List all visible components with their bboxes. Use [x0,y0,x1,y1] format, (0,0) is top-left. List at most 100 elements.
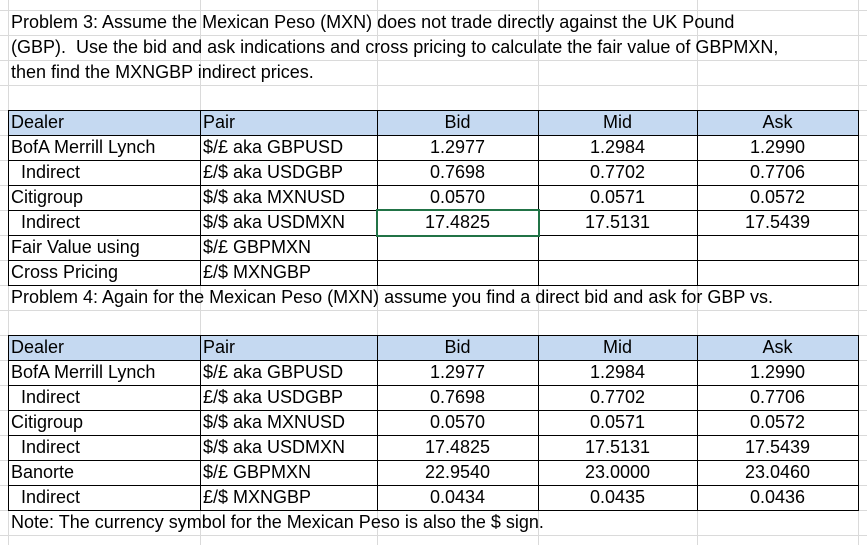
table-border [8,335,9,510]
cell-text: Pair [203,337,236,357]
cell-text: 17.4825 [424,212,491,232]
cell-text: 17.5439 [744,437,811,457]
grid-line [0,10,867,11]
cell-text: Indirect [11,212,81,232]
cell-text: £/$ aka USDGBP [203,162,344,182]
grid-line [0,85,867,86]
table-border [8,110,859,111]
table-border [8,510,859,511]
table-border [8,360,859,361]
cell-text: £/$ MXNGBP [203,487,312,507]
table-border [8,160,859,161]
cell-text: Problem 4: Again for the Mexican Peso (M… [11,287,774,307]
cell-text: 0.0572 [749,412,806,432]
cell-text: 22.9540 [424,462,491,482]
table-border [8,485,859,486]
cell-text: Mid [602,337,632,357]
cell-text: Citigroup [11,187,84,207]
table-border [8,135,859,136]
cell-text: Indirect [11,487,81,507]
header-fill [8,110,858,135]
table-border [538,110,539,285]
cell-text: 0.7706 [749,162,806,182]
table-border [8,435,859,436]
cell-text: $/$ aka USDMXN [203,437,346,457]
cell-text: Indirect [11,437,81,457]
cell-text: 0.0571 [589,187,646,207]
cell-text: 17.5131 [584,212,651,232]
table-border [377,335,378,510]
cell-text: 23.0000 [584,462,651,482]
table-border [8,185,859,186]
cell-text: 17.5131 [584,437,651,457]
table-border [8,260,859,261]
cell-text: Cross Pricing [11,262,119,282]
cell-text: $/£ aka GBPUSD [203,137,344,157]
cell-text: Banorte [11,462,75,482]
cell-text: $/$ aka MXNUSD [203,412,346,432]
cell-text: 1.2984 [589,137,646,157]
table-border [8,285,859,286]
cell-text: 0.7706 [749,387,806,407]
table-border [697,110,698,285]
cell-text: 0.0570 [429,412,486,432]
cell-text: $/£ GBPMXN [203,237,312,257]
header-fill [8,335,858,360]
cell-text: 0.0572 [749,187,806,207]
table-border [538,335,539,510]
cell-text: Dealer [11,112,65,132]
cell-text: 17.5439 [744,212,811,232]
cell-text: 17.4825 [424,437,491,457]
cell-text: Indirect [11,162,81,182]
cell-text: 0.0570 [429,187,486,207]
cell-text: 1.2977 [429,362,486,382]
cell-text: Dealer [11,337,65,357]
cell-text: $/£ aka GBPUSD [203,362,344,382]
cell-text: 1.2990 [749,137,806,157]
cell-text: Bid [444,112,471,132]
cell-text: $/$ aka MXNUSD [203,187,346,207]
cell-text: Pair [203,112,236,132]
cell-text: 1.2990 [749,362,806,382]
cell-text: Mid [602,112,632,132]
cell-text: 0.7698 [429,387,486,407]
cell-text: 0.0434 [429,487,486,507]
cell-text: £/$ aka USDGBP [203,387,344,407]
table-border [8,110,9,285]
table-border [200,110,201,285]
cell-text: Fair Value using [11,237,140,257]
cell-text: 1.2977 [429,137,486,157]
cell-text: Bid [444,337,471,357]
cell-text: £/$ MXNGBP [203,262,312,282]
cell-text: 0.0435 [589,487,646,507]
cell-text: Note: The currency symbol for the Mexica… [11,512,544,532]
cell-text: 0.7702 [589,162,646,182]
table-border [697,335,698,510]
table-border [8,410,859,411]
table-border [8,460,859,461]
grid-line [0,310,867,311]
table-border [858,335,859,510]
cell-text: BofA Merrill Lynch [11,362,156,382]
grid-line [0,60,867,61]
cell-text: 0.0571 [589,412,646,432]
cell-text: BofA Merrill Lynch [11,137,156,157]
cell-text: then find the MXNGBP indirect prices. [11,62,314,82]
cell-text: 23.0460 [744,462,811,482]
cell-text: 0.7698 [429,162,486,182]
cell-text: Ask [762,337,793,357]
cell-text: 0.7702 [589,387,646,407]
table-border [377,110,378,285]
cell-text: (GBP). Use the bid and ask indications a… [11,37,779,57]
table-border [8,385,859,386]
grid-line [0,535,867,536]
cell-text: $/$ aka USDMXN [203,212,346,232]
cell-text: Citigroup [11,412,84,432]
selected-cell [376,209,540,237]
table-border [8,335,859,336]
cell-text: Indirect [11,387,81,407]
cell-text: Problem 3: Assume the Mexican Peso (MXN)… [11,12,735,32]
table-border [200,335,201,510]
table-border [858,110,859,285]
